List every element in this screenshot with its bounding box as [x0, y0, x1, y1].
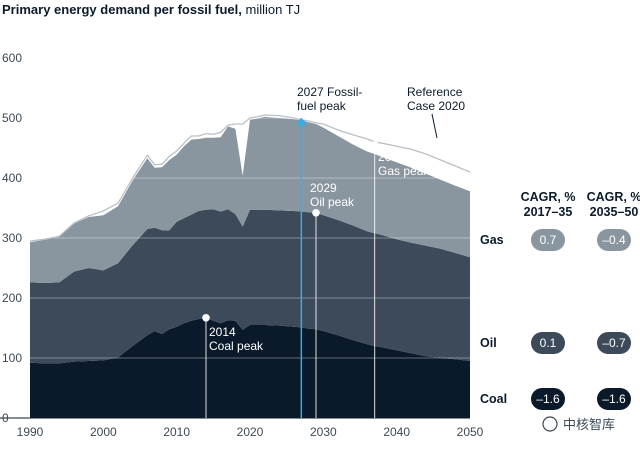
- annotation-point: [297, 119, 306, 127]
- cagr-value: –1.6: [602, 392, 626, 406]
- x-tick-label: 2000: [90, 425, 117, 439]
- annotation-label: 2014: [209, 325, 236, 339]
- annotation-label: Coal peak: [209, 339, 264, 353]
- x-tick-label: 2040: [383, 425, 410, 439]
- cagr-header: 2035–50: [590, 205, 639, 219]
- cagr-header: CAGR, %: [587, 190, 640, 204]
- cagr-value: 0.1: [540, 336, 557, 350]
- cagr-pill: [597, 332, 631, 354]
- annotation-point: [312, 209, 320, 217]
- y-tick-label: 0: [2, 411, 9, 425]
- annotation-label: 2037: [378, 150, 405, 164]
- annotation-label: 2029: [310, 181, 337, 195]
- annotation-label: Oil peak: [310, 195, 355, 209]
- fuel-label-coal: Coal: [480, 392, 507, 406]
- cagr-value: –0.7: [602, 336, 626, 350]
- y-tick-label: 300: [2, 231, 22, 245]
- annotation-point: [202, 314, 210, 322]
- x-tick-label: 2030: [310, 425, 337, 439]
- y-tick-label: 600: [2, 51, 22, 65]
- area-coal: [30, 317, 470, 418]
- annotation-label: 2027 Fossil-: [297, 85, 362, 99]
- cagr-pill: [531, 332, 565, 354]
- annotation-label: fuel peak: [297, 99, 347, 113]
- fuel-label-oil: Oil: [480, 336, 497, 350]
- cagr-value: –1.6: [536, 392, 560, 406]
- reference-leader: [431, 113, 438, 139]
- y-tick-label: 200: [2, 291, 22, 305]
- y-tick-label: 100: [2, 351, 22, 365]
- cagr-value: 0.7: [540, 233, 557, 247]
- watermark-text: 中核智库: [563, 417, 615, 432]
- cagr-pill: [597, 229, 631, 251]
- cagr-pill: [531, 388, 565, 410]
- x-tick-label: 2020: [237, 425, 264, 439]
- x-tick-label: 1990: [17, 425, 44, 439]
- cagr-value: –0.4: [602, 233, 626, 247]
- cagr-header: CAGR, %: [521, 190, 576, 204]
- area-oil: [30, 209, 470, 364]
- reference-label: Case 2020: [407, 99, 465, 113]
- chart-title: Primary energy demand per fossil fuel, m…: [2, 2, 301, 17]
- reference-label: Reference: [407, 85, 463, 99]
- y-tick-label: 400: [2, 171, 22, 185]
- y-tick-label: 500: [2, 111, 22, 125]
- annotation-point: [370, 141, 379, 149]
- fuel-label-gas: Gas: [480, 233, 504, 247]
- cagr-pill: [597, 388, 631, 410]
- cagr-pill: [531, 229, 565, 251]
- annotation-label: Gas peak: [378, 164, 430, 178]
- wechat-icon: [542, 416, 558, 432]
- x-tick-label: 2050: [457, 425, 484, 439]
- cagr-header: 2017–35: [524, 205, 573, 219]
- area-gas: [30, 116, 470, 283]
- x-tick-label: 2010: [163, 425, 190, 439]
